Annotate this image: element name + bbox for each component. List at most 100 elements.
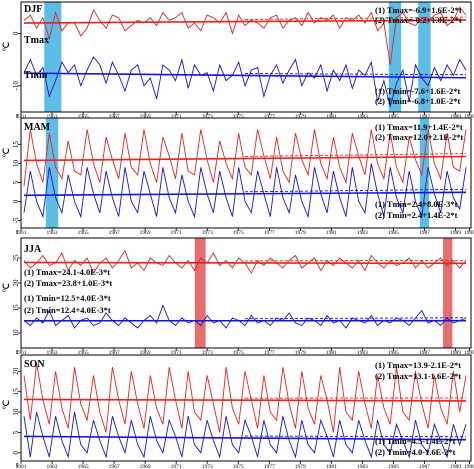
jja-xtick-label: 1989: [450, 350, 461, 356]
djf-highlight-band: [388, 2, 402, 112]
djf-tmax-label: Tmax: [24, 35, 49, 46]
son-tmin-line: [23, 411, 467, 459]
mam-tmax-trend-2: [244, 153, 467, 157]
djf-frame: [20, 1, 472, 113]
djf-tmin-trend: [23, 72, 467, 79]
mam-series: [23, 129, 467, 219]
mam-tmin-trend-2: [244, 188, 467, 193]
djf-ytick-label: 0: [12, 31, 20, 35]
son-series: [23, 363, 467, 459]
jja-xtick-label: 1967: [109, 350, 120, 356]
mam-xtick-label: 1979: [295, 230, 306, 236]
mam-tmin-line: [23, 163, 467, 219]
mam-xtick-label: 1971: [171, 230, 182, 236]
mam-xtick-label: 1969: [140, 230, 151, 236]
son-ytick-label: 0: [12, 451, 20, 455]
mam-yticks: 15 10 5 0 -5: [12, 141, 21, 223]
djf-eq-tmax-1: (1) Tmax=-6.9+1.6E-2*t: [375, 5, 462, 15]
mam-xtick-label: 1987: [419, 230, 430, 236]
djf-xtick-label: 1990: [464, 114, 474, 120]
son-xtick-label: 1981: [326, 464, 337, 469]
jja-xtick-label: 1975: [233, 350, 244, 356]
mam-season-label: MAM: [24, 122, 51, 133]
mam-highlight-band: [45, 118, 59, 228]
jja-xtick-label: 1971: [171, 350, 182, 356]
mam-tmin-trend: [23, 191, 467, 197]
son-xtick-label: 1967: [109, 464, 120, 469]
son-xtick-label: 1969: [140, 464, 151, 469]
mam-highlight-bands: [45, 118, 430, 228]
jja-xtick-label: 1977: [264, 350, 275, 356]
mam-eq-tmin-1: (1) Tmin=2.4+8.0E-3*t: [375, 199, 458, 209]
djf-series: [23, 6, 467, 107]
jja-xtick-label: 1985: [388, 350, 399, 356]
jja-highlight-band: [443, 238, 453, 348]
jja-series: [23, 249, 467, 329]
mam-xtick-label: 1990: [464, 230, 474, 236]
mam-eq-tmax-1: (1) Tmax=11.9+1.4E-2*t: [375, 122, 463, 132]
son-xtick-label: 1990: [464, 464, 474, 469]
djf-xtick-label: 1977: [264, 114, 275, 120]
djf-yticks: 0 -10: [12, 31, 21, 90]
djf-xtick-label: 1983: [357, 114, 368, 120]
jja-eq-tmax-1: (1) Tmax=24.1-4.0E-3*t: [24, 267, 110, 277]
jja-ytick-label: 10: [12, 329, 20, 337]
mam-ytick-label: 15: [12, 141, 20, 149]
djf-ylabel: ℃: [1, 42, 11, 52]
mam-xtick-label: 1977: [264, 230, 275, 236]
jja-xtick-label: 1979: [295, 350, 306, 356]
jja-ytick-label: 20: [12, 279, 20, 287]
son-frame: [20, 354, 472, 462]
son-tmax-trend: [23, 398, 467, 402]
djf-xtick-label: 1965: [78, 114, 89, 120]
djf-xtick-label: 1969: [140, 114, 151, 120]
djf-tmax-line: [23, 6, 467, 65]
djf-tmin-line: [23, 56, 467, 107]
son-tmin-trend: [23, 435, 467, 441]
jja-ylabel: ℃: [1, 283, 11, 293]
mam-xtick-label: 1961: [16, 230, 27, 236]
son-tmin-trend-2: [244, 435, 467, 438]
jja-xtick-label: 1969: [140, 350, 151, 356]
jja-tmin-trend-2: [244, 317, 467, 320]
son-xtick-label: 1989: [450, 464, 461, 469]
jja-xtick-label: 1965: [78, 350, 89, 356]
djf-xtick-label: 1989: [450, 114, 461, 120]
mam-xtick-label: 1975: [233, 230, 244, 236]
djf-highlight-band: [44, 2, 62, 112]
djf-eq-tmin-2: (2) Tmin=-6.8+1.0E-2*t: [375, 96, 460, 106]
panel-djf: DJF Tmax Tmin (1) Tmax=-6.9+1.6E-2*t (2)…: [1, 1, 474, 120]
son-season-label: SON: [24, 359, 45, 370]
son-xtick-label: 1983: [357, 464, 368, 469]
jja-xtick-label: 1963: [47, 350, 58, 356]
son-xtick-label: 1975: [233, 464, 244, 469]
jja-ytick-label: 25: [12, 254, 20, 262]
mam-xtick-label: 1983: [357, 230, 368, 236]
jja-xtick-label: 1987: [419, 350, 430, 356]
djf-season-label: DJF: [24, 4, 42, 15]
mam-xtick-label: 1981: [326, 230, 337, 236]
djf-eq-tmin-1: (1) Tmin=-7.6+1.6E-2*t: [375, 86, 460, 96]
djf-xtick-label: 1975: [233, 114, 244, 120]
jja-ytick-label: 15: [12, 304, 20, 312]
son-yticks: 20 15 10 5 0: [12, 367, 21, 455]
djf-tmin-label: Tmin: [24, 70, 48, 81]
mam-xticks: 1961 1963 1965 1967 1969 1971 1973 1975 1977 1979…: [16, 228, 474, 236]
djf-xtick-label: 1971: [171, 114, 182, 120]
son-xtick-label: 1979: [295, 464, 306, 469]
djf-tmax-trend-2: [244, 16, 467, 20]
son-eq-tmin-1: (1) Tmin=4.5-1.4E-2*t: [375, 436, 456, 446]
jja-tmax-trend-2: [244, 259, 467, 262]
mam-tmax-trend: [23, 155, 467, 162]
mam-frame: [20, 117, 472, 229]
jja-eq-tmin-1: (1) Tmin=12.5+4.0E-3*t: [24, 293, 111, 303]
son-xtick-label: 1987: [419, 464, 430, 469]
son-ytick-label: 5: [12, 430, 20, 434]
jja-tmax-trend: [23, 261, 467, 265]
mam-highlight-band: [419, 118, 430, 228]
son-eq-tmax-2: (2) Tmax=13.1-1.6E-2*t: [375, 371, 461, 381]
panel-son: SON (1) Tmax=13.9-2.1E-2*t (2) Tmax=13.1…: [1, 354, 474, 469]
jja-highlight-bands: [194, 238, 453, 348]
son-x-axis-t: t: [16, 461, 19, 469]
djf-x-axis-t: t: [16, 112, 19, 120]
